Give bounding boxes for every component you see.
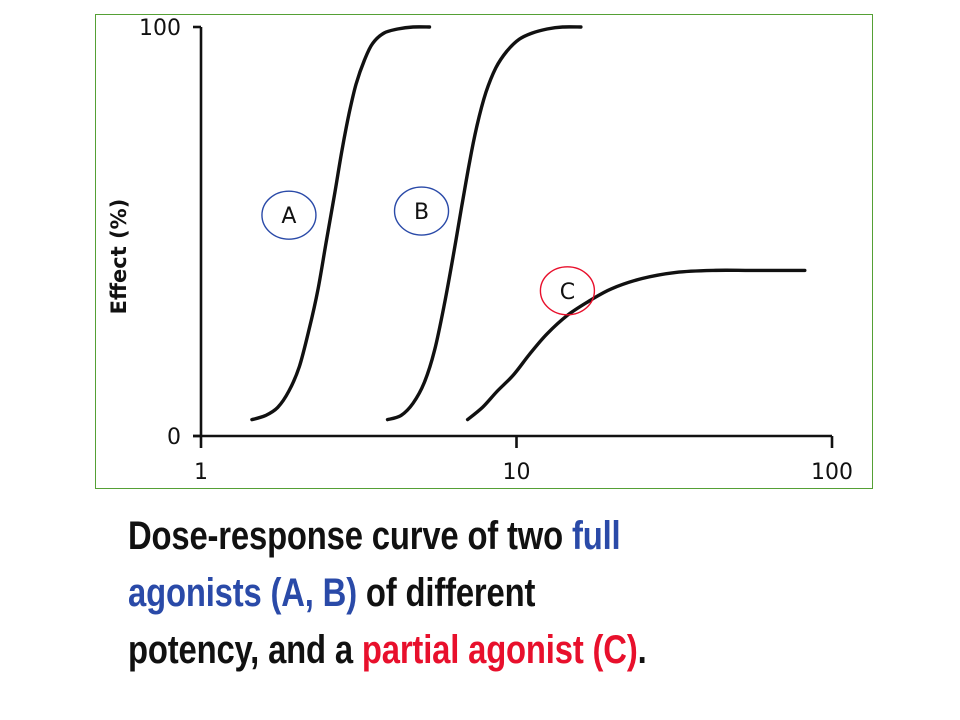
label-circle-b (393, 186, 450, 236)
caption-highlight-agonists: agonists (A, B) (128, 571, 357, 615)
dose-response-chart: 0 100 1 10 100 Effect (%) A B C (107, 16, 853, 485)
curve-a (250, 25, 432, 422)
caption-line-2: agonists (A, B) of different (128, 565, 784, 622)
caption-highlight-full: full (571, 514, 621, 558)
y-tick-label: 0 (167, 425, 181, 450)
curve-b (385, 25, 583, 422)
label-circle-a (261, 190, 317, 240)
figure-frame: 0 100 1 10 100 Effect (%) A B C (95, 14, 873, 489)
caption-highlight-partial: partial agonist (C) (361, 628, 638, 672)
curve-c (465, 268, 807, 422)
x-tick-label: 100 (811, 460, 853, 485)
caption-text: potency, and a (128, 628, 362, 672)
y-axis-label: Effect (%) (107, 199, 131, 315)
caption: Dose-response curve of two full agonists… (128, 508, 784, 679)
label-circle-c (539, 266, 596, 316)
series-label-a: A (281, 204, 296, 229)
caption-line-1: Dose-response curve of two full (128, 508, 784, 565)
y-tick-label: 100 (139, 16, 181, 41)
caption-text: of different (356, 571, 536, 615)
caption-text: . (637, 628, 647, 672)
series-label-b: B (414, 200, 429, 225)
caption-text: Dose-response curve of two (128, 514, 572, 558)
series-label-c: C (560, 280, 575, 305)
caption-line-3: potency, and a partial agonist (C). (128, 622, 784, 679)
x-tick-label: 1 (194, 460, 208, 485)
x-tick-label: 10 (503, 460, 531, 485)
